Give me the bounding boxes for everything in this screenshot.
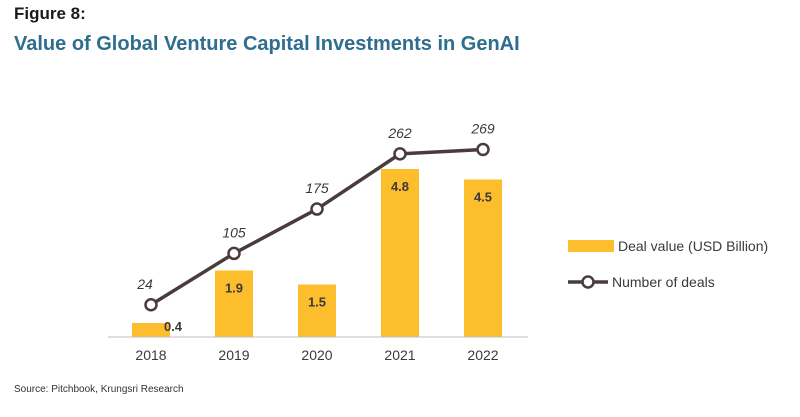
deals-point-2021 <box>393 147 407 161</box>
bars-layer <box>132 169 502 337</box>
line-layer <box>144 142 490 312</box>
legend-line-label: Number of deals <box>612 274 715 290</box>
bar-value-label-2018: 0.4 <box>164 319 183 334</box>
bar-value-label-2022: 4.5 <box>474 190 492 205</box>
deals-point-2022 <box>476 142 490 157</box>
legend-bar-swatch <box>568 240 614 252</box>
deals-value-label-2021: 262 <box>387 125 412 141</box>
x-tick-label-2022: 2022 <box>467 347 498 363</box>
legend-item-number-of-deals: Number of deals <box>568 273 715 291</box>
bar-2022 <box>464 179 502 337</box>
deals-point-2019 <box>227 246 241 261</box>
bar-value-label-2019: 1.9 <box>225 281 243 296</box>
figure-label: Figure 8: <box>14 4 86 23</box>
chart-title: Value of Global Venture Capital Investme… <box>14 33 520 55</box>
x-tick-label-2021: 2021 <box>384 347 415 363</box>
legend-line-swatch <box>568 275 608 289</box>
legend-item-deal-value: Deal value (USD Billion) <box>568 238 768 254</box>
source-note: Source: Pitchbook, Krungsri Research <box>14 384 184 395</box>
x-tick-label-2019: 2019 <box>218 347 249 363</box>
bar-2020 <box>298 284 336 337</box>
x-tick-label-2018: 2018 <box>135 347 166 363</box>
bar-2019 <box>215 270 253 337</box>
bar-value-label-2021: 4.8 <box>391 179 409 194</box>
bar-2021 <box>381 169 419 337</box>
deals-value-label-2022: 269 <box>470 120 495 136</box>
deals-value-label-2019: 105 <box>222 224 246 240</box>
deals-point-2018 <box>144 298 158 312</box>
bar-value-label-2020: 1.5 <box>308 295 326 310</box>
x-tick-label-2020: 2020 <box>301 347 332 363</box>
deals-point-2020 <box>310 202 324 216</box>
labels-layer: 0.4 1.9 1.5 4.8 4.5 24 105 175 262 269 2018 2019 202… <box>135 120 498 363</box>
deals-value-label-2020: 175 <box>305 180 329 196</box>
deals-line <box>150 147 484 307</box>
bar-2018 <box>132 323 170 337</box>
deals-value-label-2018: 24 <box>136 276 153 292</box>
legend-bar-label: Deal value (USD Billion) <box>618 238 769 254</box>
